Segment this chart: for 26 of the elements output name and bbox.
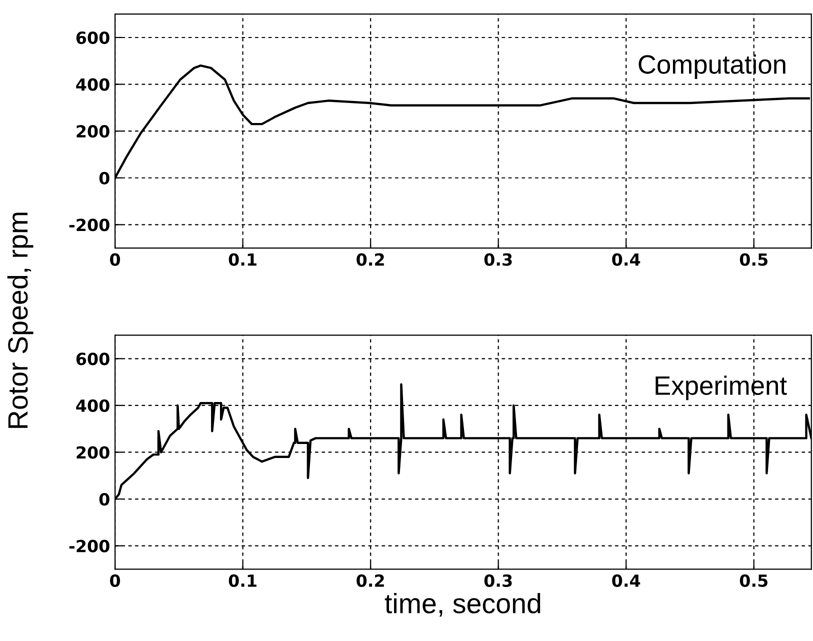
x-tick-label: 0	[110, 574, 120, 587]
x-tick-label: 0.3	[484, 253, 512, 266]
x-tick-label: 0.5	[740, 253, 768, 266]
y-tick-label: 0	[99, 172, 110, 184]
x-tick-label: 0.5	[740, 574, 768, 587]
y-tick-label: 400	[76, 399, 110, 412]
x-tick-label: 0.4	[612, 574, 640, 587]
x-tick-label: 0.2	[356, 253, 384, 266]
y-tick-label: 600	[76, 352, 110, 366]
y-tick-label: -200	[69, 540, 110, 552]
x-axis-title: time, second	[384, 592, 540, 617]
series-label: Experiment	[656, 376, 787, 400]
y-tick-label: 0	[99, 492, 110, 506]
x-tick-label: 0	[110, 253, 120, 266]
y-tick-label: 200	[76, 446, 110, 459]
y-tick-label: 400	[76, 78, 110, 91]
x-tick-label: 0.1	[228, 574, 256, 587]
y-tick-label: -200	[69, 218, 110, 232]
x-tick-label: 0.3	[484, 574, 512, 587]
y-tick-label: 600	[76, 31, 110, 44]
x-tick-label: 0.1	[228, 253, 256, 266]
x-tick-label: 0.2	[356, 574, 384, 587]
y-tick-label: 200	[76, 125, 110, 138]
series-label: Computation	[638, 54, 786, 80]
x-tick-label: 0.4	[612, 253, 640, 266]
y-axis-title: Rotor Speed, rpm	[7, 212, 34, 428]
